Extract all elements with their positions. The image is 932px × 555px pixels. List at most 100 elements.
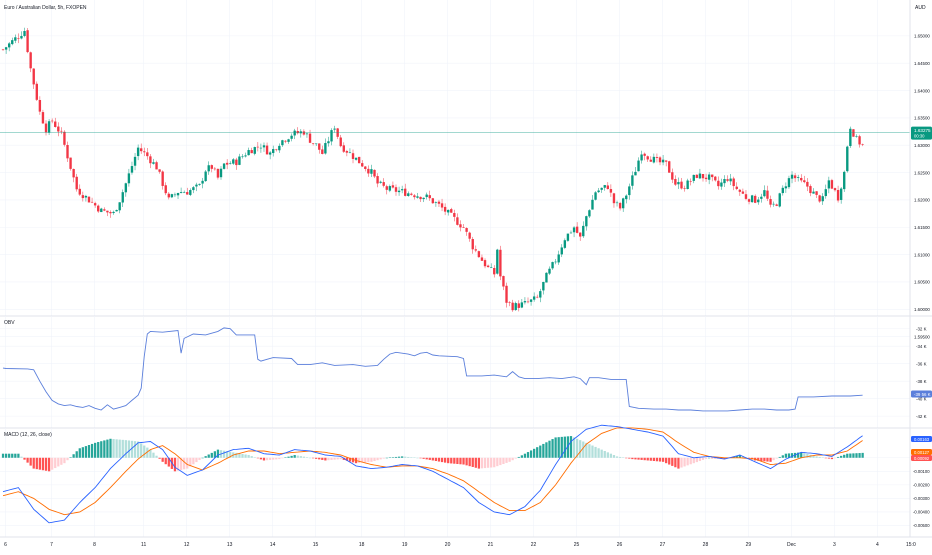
histogram-bar	[428, 457, 431, 460]
histogram-bar	[480, 457, 484, 469]
price-tag	[911, 126, 932, 140]
histogram-bar	[701, 457, 705, 460]
histogram-bar	[704, 457, 708, 459]
histogram-bar	[241, 453, 244, 458]
histogram-bar	[247, 455, 250, 458]
histogram-bar	[376, 457, 379, 461]
candle-body	[711, 174, 714, 178]
candle-body	[207, 165, 210, 172]
candle-body	[615, 202, 619, 204]
histogram-bar	[769, 457, 772, 462]
candle-body	[238, 156, 241, 165]
histogram-bar	[431, 457, 434, 461]
histogram-bar	[94, 442, 97, 458]
histogram-bar	[293, 455, 296, 458]
histogram-bar	[514, 457, 517, 459]
histogram-bar	[692, 457, 695, 464]
candle-body	[579, 232, 582, 237]
candle-body	[229, 163, 232, 165]
histogram-bar	[496, 457, 499, 467]
histogram-bar	[671, 457, 674, 466]
histogram-bar	[591, 445, 594, 458]
candle-body	[431, 198, 435, 204]
obv-tick-label: -42 K	[916, 414, 927, 419]
candle-body	[376, 176, 379, 184]
candle-body	[775, 204, 778, 206]
time-tick-label: 19	[402, 542, 408, 548]
candle-body	[815, 191, 818, 195]
candle-body	[93, 203, 97, 206]
price-tick-label: 1.63000	[914, 143, 930, 148]
candle-body	[84, 195, 88, 198]
histogram-bar	[806, 453, 809, 458]
histogram-bar	[477, 457, 481, 469]
histogram-bar	[222, 450, 226, 458]
histogram-bar	[84, 446, 88, 458]
histogram-bar	[652, 457, 656, 462]
candle-body	[821, 196, 824, 202]
histogram-bar	[714, 457, 717, 459]
candle-body	[379, 181, 382, 183]
histogram-bar	[585, 442, 588, 458]
candle-body	[32, 68, 35, 85]
histogram-bar	[20, 456, 23, 458]
histogram-bar	[207, 454, 210, 458]
histogram-bar	[563, 436, 566, 458]
histogram-bar	[711, 457, 714, 459]
histogram-bar	[345, 457, 349, 461]
candle-body	[529, 299, 533, 302]
timezone-label[interactable]: 15:0	[906, 542, 916, 548]
price-tick-label: 1.64500	[914, 61, 930, 66]
histogram-bar	[201, 457, 204, 459]
histogram-bar	[858, 453, 861, 458]
time-tick-label: Dec	[787, 542, 796, 548]
histogram-bar	[287, 456, 290, 458]
histogram-bar	[416, 457, 419, 459]
price-tick-label: 1.60500	[914, 280, 930, 285]
histogram-bar	[112, 439, 115, 458]
histogram-bar	[75, 451, 78, 458]
candle-body	[330, 130, 333, 142]
price-tick-label: 1.64000	[914, 88, 930, 93]
histogram-bar	[465, 457, 468, 466]
histogram-bar	[330, 457, 333, 460]
candle-body	[806, 181, 809, 187]
histogram-bar	[213, 451, 216, 458]
candle-body	[103, 209, 106, 211]
candle-body	[385, 186, 388, 190]
histogram-bar	[511, 457, 514, 461]
histogram-bar	[327, 457, 330, 461]
histogram-bar	[542, 443, 545, 458]
histogram-bar	[146, 447, 149, 458]
histogram-bar	[818, 456, 821, 458]
candle-body	[354, 157, 358, 160]
histogram-bar	[14, 453, 17, 458]
candle-body	[763, 190, 766, 197]
candle-body	[275, 149, 278, 151]
candle-body	[321, 149, 324, 154]
candle-body	[284, 140, 287, 142]
histogram-bar	[23, 457, 26, 460]
histogram-bar	[133, 441, 137, 458]
histogram-bar	[490, 457, 493, 468]
candle-body	[747, 199, 751, 202]
histogram-bar	[401, 456, 404, 458]
candle-body	[192, 187, 195, 191]
time-axis[interactable]: 6 7 8 11 12 13 14 15 18 19 20 21 22 25 26 27 28 29 Dec 3 4	[4, 542, 879, 548]
candle-body	[388, 186, 392, 191]
time-tick-label: 27	[660, 542, 666, 548]
histogram-bar	[766, 457, 769, 462]
candle-body	[17, 38, 20, 39]
candle-body	[428, 195, 431, 199]
histogram-bar	[275, 457, 278, 460]
histogram-bar	[529, 450, 533, 458]
histogram-bar	[90, 443, 94, 458]
histogram-bar	[634, 457, 637, 460]
histogram-bar	[32, 457, 35, 469]
price-tick-label: 1.65000	[914, 34, 930, 39]
histogram-bar	[803, 453, 806, 458]
candle-body	[425, 194, 428, 198]
histogram-bar	[216, 449, 220, 458]
histogram-bar	[812, 455, 815, 458]
